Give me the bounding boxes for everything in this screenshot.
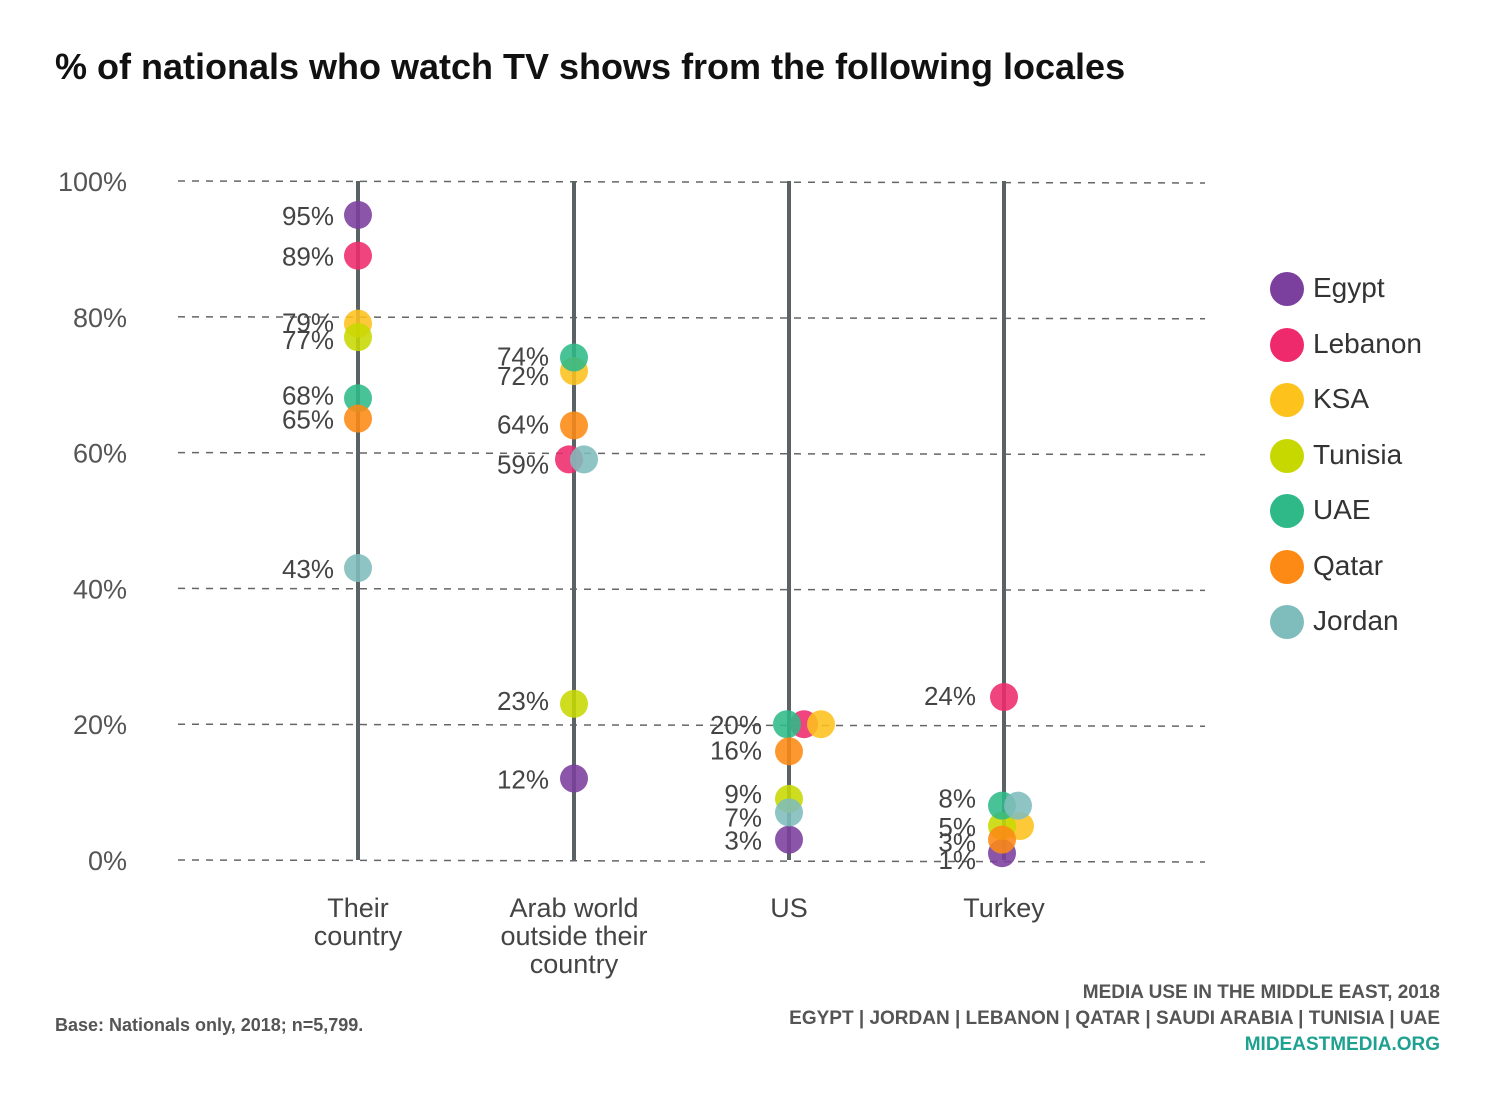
x-tick-label: Arab world — [509, 893, 638, 923]
data-label: 95% — [282, 201, 334, 231]
data-point-egypt — [560, 764, 588, 793]
legend-item-ksa: KSA — [1270, 381, 1490, 417]
data-point-ksa — [807, 710, 835, 739]
y-tick-label: 40% — [73, 574, 127, 604]
data-point-jordan — [570, 445, 598, 474]
data-point-qatar — [344, 404, 372, 433]
footer-countries: EGYPT | JORDAN | LEBANON | QATAR | SAUDI… — [789, 1008, 1440, 1029]
legend-swatch — [1270, 605, 1304, 639]
data-label: 72% — [497, 361, 549, 391]
footer-survey-title: MEDIA USE IN THE MIDDLE EAST, 2018 — [1082, 982, 1440, 1003]
legend-item-lebanon: Lebanon — [1270, 326, 1490, 362]
base-note: Base: Nationals only, 2018; n=5,799. — [55, 1015, 364, 1035]
data-label: 1% — [938, 845, 976, 875]
data-label: 9% — [724, 779, 762, 809]
y-tick-label: 100% — [58, 167, 127, 197]
legend-swatch — [1270, 383, 1304, 417]
data-label: 89% — [282, 242, 334, 272]
legend-item-egypt: Egypt — [1270, 270, 1490, 306]
data-point-tunisia — [560, 689, 588, 718]
x-tick-label: Turkey — [963, 893, 1045, 923]
x-tick-label: US — [770, 893, 808, 923]
data-point-qatar — [988, 825, 1016, 854]
legend-label: UAE — [1313, 494, 1371, 525]
legend-swatch — [1270, 327, 1304, 362]
data-point-lebanon — [344, 241, 372, 270]
data-point-jordan — [344, 554, 372, 583]
x-tick-label: outside their — [500, 921, 647, 951]
data-label: 7% — [724, 802, 762, 832]
data-label: 8% — [938, 784, 976, 814]
data-label: 64% — [497, 409, 549, 439]
legend-swatch — [1270, 494, 1304, 528]
data-label: 24% — [924, 681, 976, 711]
data-label: 23% — [497, 686, 549, 716]
data-point-egypt — [344, 200, 372, 229]
data-label: 3% — [938, 828, 976, 858]
legend-swatch — [1270, 438, 1304, 473]
data-label: 3% — [724, 826, 762, 856]
legend-label: Tunisia — [1313, 438, 1403, 470]
x-tick-label: Their — [327, 893, 389, 923]
data-label: 5% — [938, 812, 976, 842]
legend-label: KSA — [1313, 383, 1370, 414]
data-point-uae — [560, 343, 588, 372]
footer: MEDIA USE IN THE MIDDLE EAST, 2018 EGYPT… — [789, 980, 1440, 1058]
gridline — [177, 451, 1206, 456]
data-point-uae — [344, 384, 372, 413]
data-label: 79% — [282, 308, 334, 338]
gridline — [177, 723, 1206, 727]
gridline — [177, 859, 1206, 863]
y-tick-label: 60% — [73, 439, 127, 469]
legend-label: Egypt — [1313, 272, 1385, 303]
legend-item-tunisia: Tunisia — [1270, 437, 1490, 473]
data-point-egypt — [775, 825, 803, 854]
y-tick-label: 0% — [88, 846, 127, 876]
x-tick-label: country — [314, 921, 403, 951]
data-label: 77% — [282, 325, 334, 355]
data-point-lebanon — [990, 683, 1018, 712]
data-point-uae — [773, 710, 801, 739]
legend-swatch — [1270, 272, 1304, 306]
y-tick-label: 80% — [73, 303, 127, 333]
data-label: 65% — [282, 405, 334, 435]
data-label: 74% — [497, 342, 549, 372]
legend-item-jordan: Jordan — [1270, 603, 1490, 639]
data-point-qatar — [775, 737, 803, 766]
x-tick-label: country — [530, 949, 619, 979]
legend-item-qatar: Qatar — [1270, 548, 1490, 584]
legend-label: Qatar — [1313, 549, 1384, 581]
data-label: 12% — [497, 765, 549, 795]
legend-swatch — [1270, 549, 1304, 584]
gridline — [177, 587, 1206, 592]
data-label: 20% — [710, 710, 762, 740]
y-tick-label: 20% — [73, 710, 127, 740]
chart-title: % of nationals who watch TV shows from t… — [55, 46, 1126, 87]
data-label: 43% — [282, 554, 334, 584]
footer-website-link[interactable]: MIDEASTMEDIA.ORG — [1244, 1034, 1440, 1055]
legend-label: Lebanon — [1313, 327, 1423, 359]
data-point-jordan — [775, 798, 803, 827]
gridline — [177, 180, 1206, 184]
data-label: 68% — [282, 380, 334, 410]
data-point-qatar — [560, 411, 588, 440]
data-point-jordan — [1004, 791, 1032, 820]
data-label: 59% — [497, 449, 549, 479]
data-point-tunisia — [344, 323, 372, 352]
legend-item-uae: UAE — [1270, 492, 1490, 528]
data-label: 16% — [710, 735, 762, 765]
legend-label: Jordan — [1313, 605, 1399, 636]
